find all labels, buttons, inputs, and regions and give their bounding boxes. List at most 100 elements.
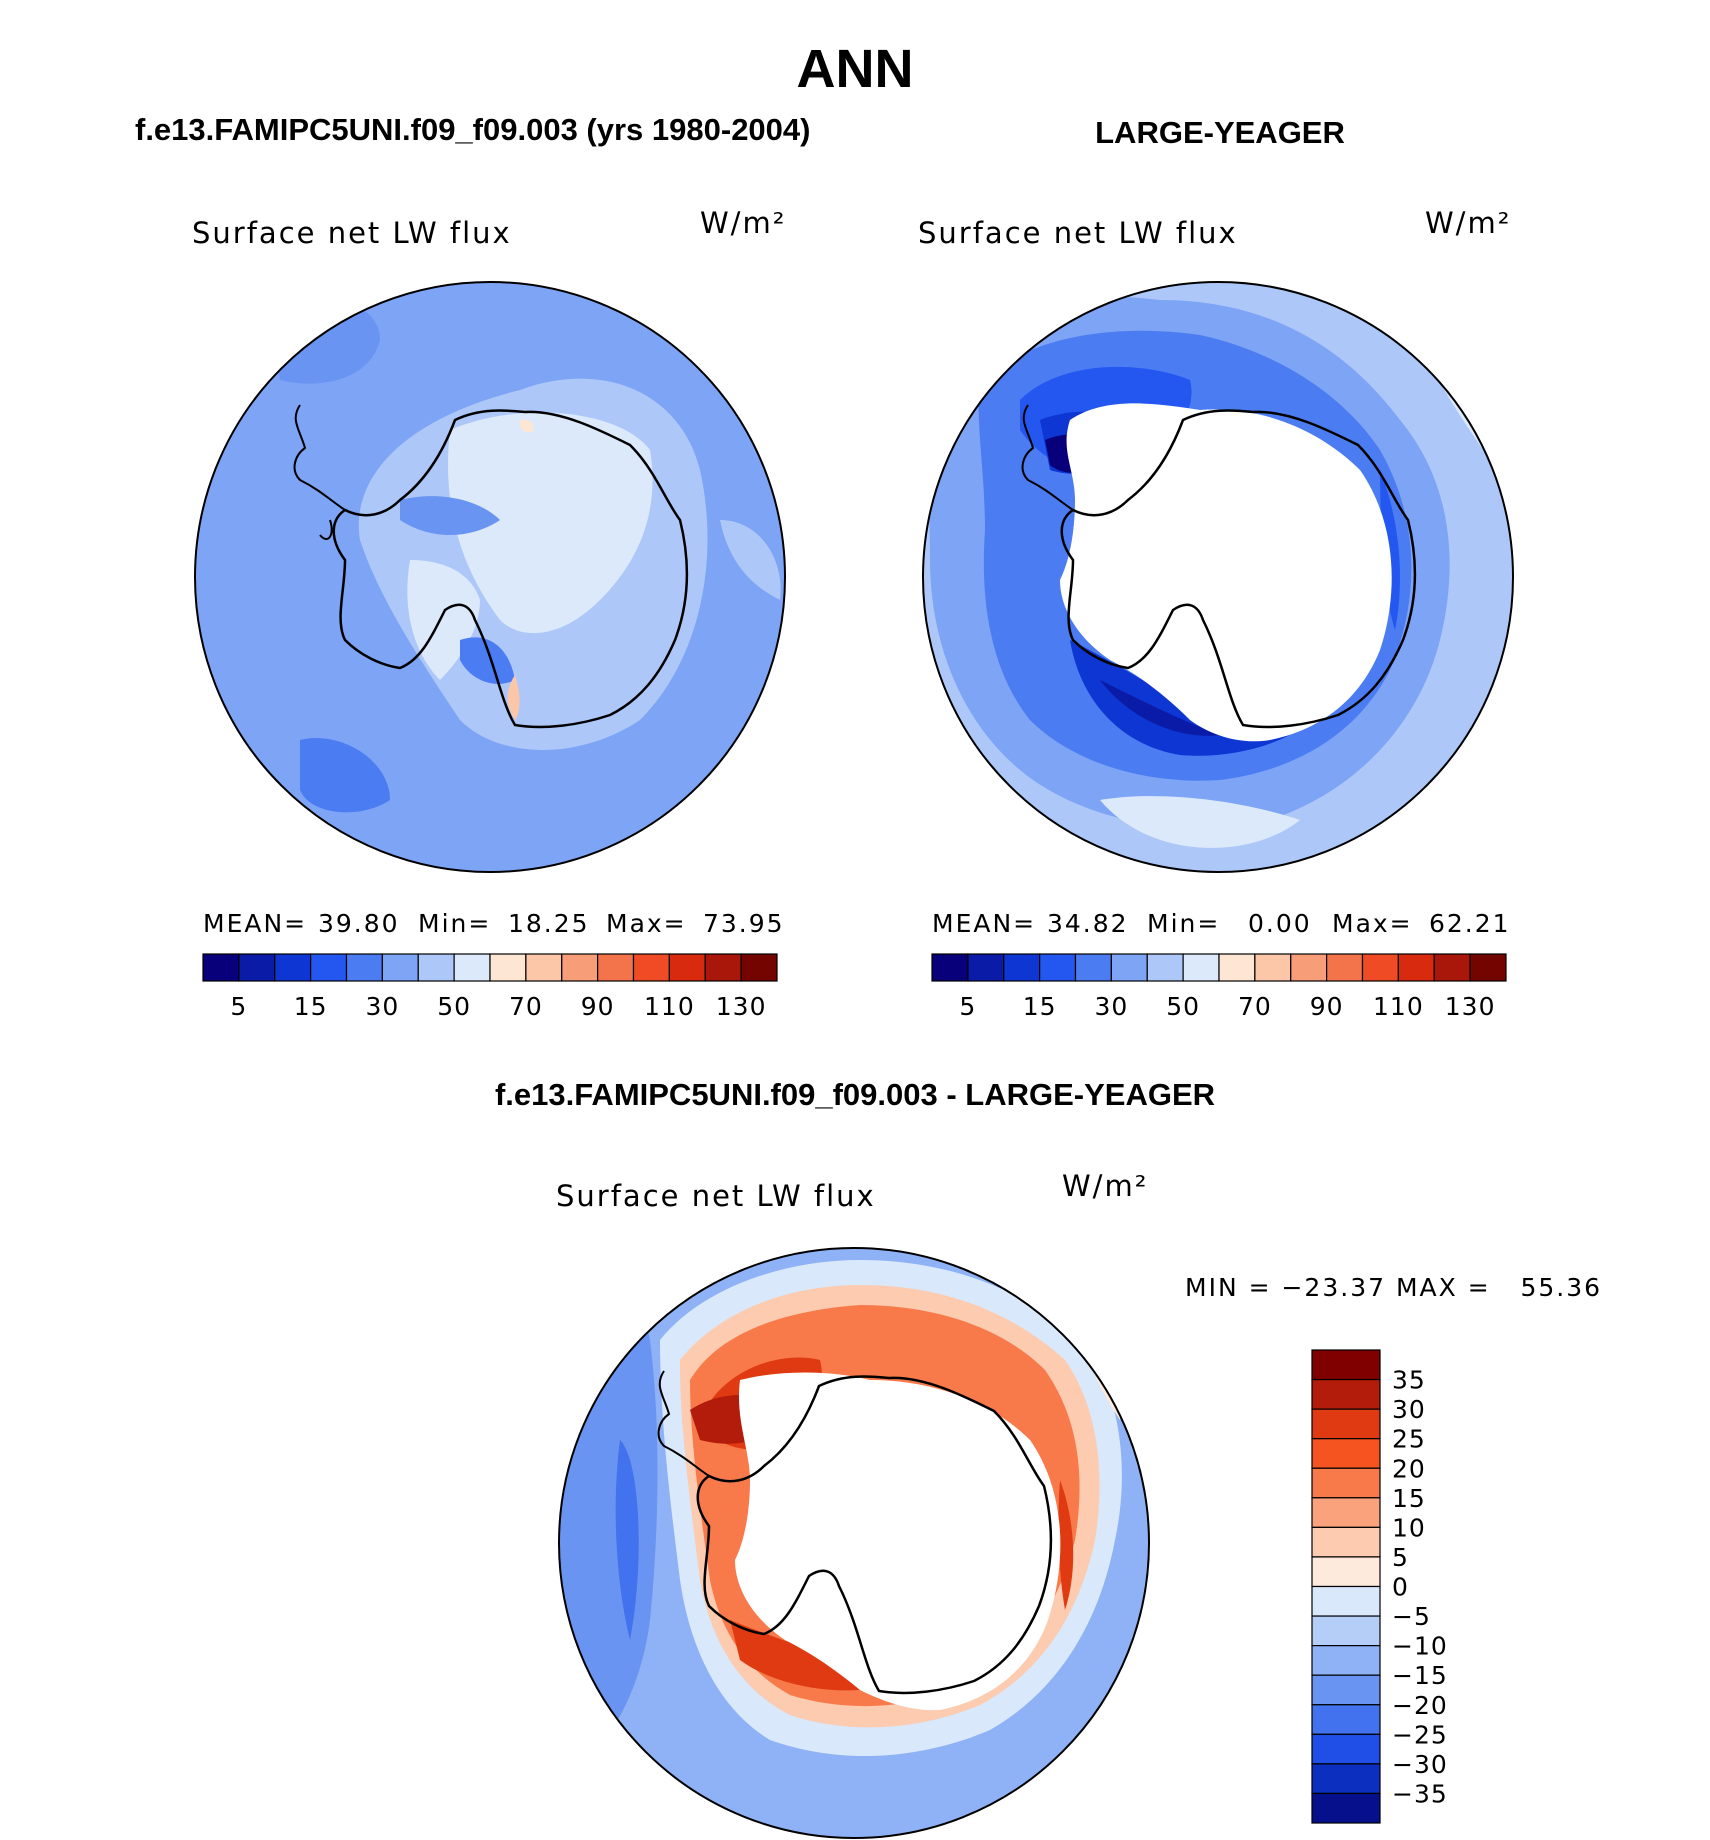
- left-max-label: Max=: [606, 909, 687, 938]
- diff-variable-label: Surface net LW flux: [556, 1179, 876, 1213]
- diff-colorbar-tick-label: 35: [1392, 1366, 1426, 1395]
- right-max-label: Max=: [1332, 909, 1413, 938]
- left-colorbar-tick-label: 110: [644, 992, 695, 1021]
- diff-colorbar-tick-label: 25: [1392, 1425, 1426, 1454]
- left-map: Surface net LW flux W/m²: [192, 206, 786, 873]
- right-colorbar-swatch: [1218, 953, 1256, 982]
- left-colorbar-swatch: [597, 953, 635, 982]
- diff-colorbar-swatch: [1311, 1408, 1381, 1440]
- left-colorbar-tick-label: 15: [294, 992, 328, 1021]
- diff-units-label: W/m²: [1062, 1169, 1148, 1203]
- diff-colorbar-tick-label: 0: [1392, 1573, 1409, 1602]
- right-colorbar-swatch: [1254, 953, 1292, 982]
- right-map-border: [922, 281, 1514, 873]
- left-colorbar-swatch: [238, 953, 276, 982]
- left-units-label: W/m²: [700, 206, 786, 240]
- left-colorbar-swatch: [561, 953, 599, 982]
- figure-title: ANN: [797, 39, 914, 99]
- right-max-value: 62.21: [1429, 909, 1511, 938]
- left-colorbar-swatch: [740, 953, 778, 982]
- diff-colorbar-tick-label: −10: [1392, 1632, 1448, 1661]
- diff-colorbar-tick-label: 30: [1392, 1395, 1426, 1424]
- right-colorbar-swatch: [1397, 953, 1435, 982]
- diff-colorbar-swatch: [1311, 1526, 1381, 1558]
- diff-colorbar-tick-label: 15: [1392, 1484, 1426, 1513]
- left-stats: MEAN= 39.80 Min= 18.25 Max= 73.95: [203, 909, 785, 938]
- right-colorbar-swatch: [1182, 953, 1220, 982]
- diff-colorbar-tick-label: 10: [1392, 1513, 1426, 1542]
- diff-minmax-label: MIN = −23.37 MAX = 55.36: [1185, 1273, 1602, 1302]
- diff-colorbar-tick-label: −25: [1392, 1720, 1448, 1749]
- diff-colorbar-tick-label: −5: [1392, 1602, 1431, 1631]
- left-colorbar-swatch: [310, 953, 348, 982]
- right-colorbar-swatch: [1361, 953, 1399, 982]
- left-max-value: 73.95: [703, 909, 785, 938]
- left-colorbar-tick-label: 90: [581, 992, 615, 1021]
- left-colorbar-swatch: [632, 953, 670, 982]
- right-colorbar-tick-label: 30: [1094, 992, 1128, 1021]
- left-mean-label: MEAN=: [203, 909, 307, 938]
- left-colorbar-swatch: [345, 953, 383, 982]
- left-colorbar-swatch: [274, 953, 312, 982]
- diff-colorbar-swatch: [1311, 1615, 1381, 1647]
- left-mean-value: 39.80: [318, 909, 400, 938]
- right-map: Surface net LW flux W/m²: [918, 206, 1514, 873]
- right-units-label: W/m²: [1425, 206, 1511, 240]
- diff-colorbar-swatch: [1311, 1378, 1381, 1410]
- left-min-value: 18.25: [508, 909, 590, 938]
- left-map-border: [194, 281, 786, 873]
- right-colorbar-swatch: [1326, 953, 1364, 982]
- left-colorbar-tick-label: 30: [365, 992, 399, 1021]
- diff-antarctica-coastline: [696, 1375, 1053, 1695]
- left-colorbar-swatch: [417, 953, 455, 982]
- diff-colorbar-tick-label: −30: [1392, 1750, 1448, 1779]
- diff-colorbar-swatch: [1311, 1438, 1381, 1469]
- left-colorbar-swatch: [668, 953, 706, 982]
- right-colorbar-swatch: [1003, 953, 1041, 982]
- right-peninsula-coastline: [1021, 404, 1074, 511]
- right-colorbar-swatch: [931, 953, 969, 982]
- diff-colorbar-tick-label: −35: [1392, 1779, 1448, 1808]
- left-antarctica-coastline: [332, 409, 689, 729]
- left-min-label: Min=: [418, 909, 491, 938]
- left-colorbar-tick-label: 70: [509, 992, 543, 1021]
- right-min-value: 0.00: [1248, 909, 1312, 938]
- left-colorbar-swatch: [489, 953, 527, 982]
- right-antarctica-coastline: [1060, 409, 1417, 729]
- left-colorbar-swatch: [202, 953, 240, 982]
- left-colorbar-tick-label: 5: [230, 992, 247, 1021]
- diff-colorbar-tick-label: −20: [1392, 1691, 1448, 1720]
- left-peninsula-coastline: [293, 404, 346, 540]
- right-colorbar-tick-label: 50: [1166, 992, 1200, 1021]
- left-colorbar-swatch: [704, 953, 742, 982]
- diff-panel-header: f.e13.FAMIPC5UNI.f09_f09.003 - LARGE-YEA…: [495, 1077, 1215, 1112]
- diff-colorbar-swatch: [1311, 1704, 1381, 1735]
- right-colorbar-tick-label: 110: [1373, 992, 1424, 1021]
- right-map-field: [923, 282, 1513, 872]
- diff-map-border: [558, 1247, 1150, 1839]
- left-colorbar-tick-label: 130: [716, 992, 767, 1021]
- left-colorbar-tick-label: 50: [437, 992, 471, 1021]
- left-colorbar: 5 15 30 50 70 90 110 130: [202, 953, 778, 1021]
- right-colorbar-swatch: [1469, 953, 1507, 982]
- right-colorbar-swatch: [1290, 953, 1328, 982]
- diff-colorbar-swatch: [1311, 1674, 1381, 1706]
- diff-colorbar-tick-label: 20: [1392, 1454, 1426, 1483]
- diff-colorbar-swatch: [1311, 1585, 1381, 1617]
- left-colorbar-swatch: [381, 953, 419, 982]
- diff-colorbar-swatch: [1311, 1467, 1381, 1499]
- diff-colorbar-swatch: [1311, 1733, 1381, 1765]
- diff-colorbar-swatch: [1311, 1497, 1381, 1528]
- right-colorbar: 5 15 30 50 70 90 110 130: [931, 953, 1507, 1021]
- right-colorbar-swatch: [1433, 953, 1471, 982]
- right-colorbar-swatch: [1039, 953, 1077, 982]
- diff-colorbar-swatch: [1311, 1763, 1381, 1795]
- diff-colorbar-tick-label: 5: [1392, 1543, 1409, 1572]
- left-colorbar-swatch: [525, 953, 563, 982]
- right-mean-value: 34.82: [1047, 909, 1129, 938]
- diff-colorbar-swatch: [1311, 1349, 1381, 1381]
- right-min-label: Min=: [1147, 909, 1220, 938]
- right-colorbar-swatch: [1110, 953, 1148, 982]
